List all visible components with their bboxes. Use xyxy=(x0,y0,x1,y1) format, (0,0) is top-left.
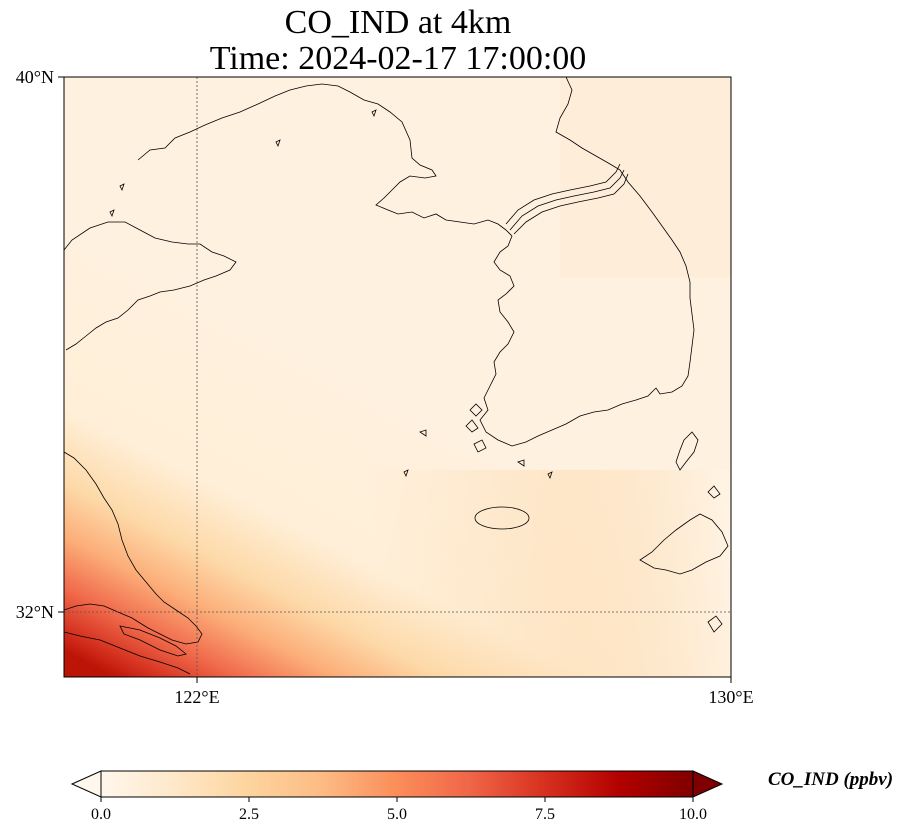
coastline-liaodong xyxy=(137,83,507,231)
jeju-island xyxy=(474,506,530,530)
border-korea-north-3 xyxy=(513,173,629,235)
map-title-line1: CO_IND at 4km xyxy=(284,4,512,41)
colorbar xyxy=(70,770,724,802)
lon-label-130e: 130°E xyxy=(708,687,754,707)
concentration-field-northeast xyxy=(560,77,731,277)
lat-label-40n: 40°N xyxy=(15,67,54,87)
concentration-field-east xyxy=(64,470,731,677)
coastline-china-east xyxy=(64,451,203,645)
map-frame xyxy=(63,76,732,678)
coastline-japan-fragment-1 xyxy=(675,431,699,471)
coastline-korea-west xyxy=(479,229,657,447)
colorbar-tick-label-4: 10.0 xyxy=(679,806,707,823)
coastline-japan-fragment-2 xyxy=(639,513,729,575)
coastline-yangtze-estuary xyxy=(64,631,191,675)
coastline-islands-bohai xyxy=(109,109,377,218)
colorbar-tick-label-2: 5.0 xyxy=(387,806,407,823)
colorbar-tick-label-0: 0.0 xyxy=(91,806,111,823)
colorbar-tick-label-1: 2.5 xyxy=(239,806,259,823)
coastline-korea-east xyxy=(619,169,695,395)
colorbar-gradient xyxy=(101,771,693,797)
colorbar-extend-low xyxy=(70,770,102,798)
coastline-islands-west xyxy=(403,403,553,480)
coastline-japan-fragment-3 xyxy=(707,615,723,633)
colorbar-extend-high xyxy=(692,770,724,798)
coastline-northeast xyxy=(555,77,621,171)
colorbar-tick-label-3: 7.5 xyxy=(535,806,555,823)
coastlines xyxy=(64,77,729,675)
lon-label-122e: 122°E xyxy=(174,687,220,707)
coastline-estuary-island xyxy=(119,625,187,657)
coastline-japan-fragment-4 xyxy=(707,485,721,499)
border-korea-north xyxy=(505,163,621,225)
coastline-bohai-south xyxy=(64,221,237,351)
lat-label-32n: 32°N xyxy=(15,602,54,622)
map-title-line2: Time: 2024-02-17 17:00:00 xyxy=(209,40,587,77)
border-korea-north-2 xyxy=(509,169,625,231)
colorbar-label: CO_IND (ppbv) xyxy=(768,769,894,790)
